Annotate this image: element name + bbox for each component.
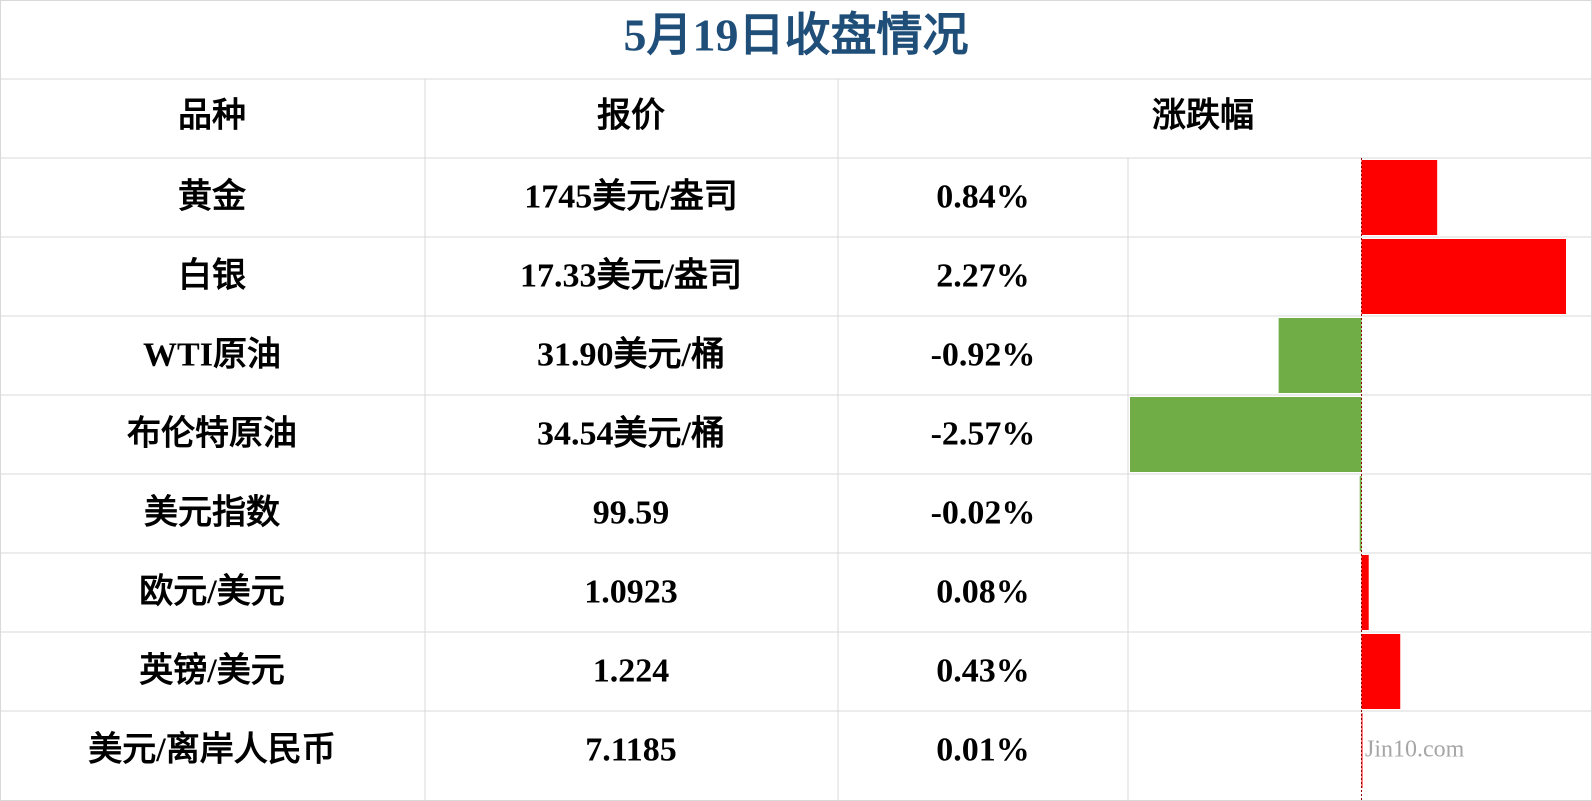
change-label: 0.84% (936, 178, 1030, 215)
price: 34.54美元/桶 (537, 414, 725, 452)
title: 5月19日收盘情况 (624, 10, 969, 61)
change-label: 0.43% (936, 652, 1030, 689)
change-bar (1361, 634, 1401, 709)
column-header: 报价 (597, 96, 665, 134)
change-label: -0.02% (931, 494, 1036, 531)
price: 99.59 (593, 494, 670, 531)
price: 31.90美元/桶 (537, 335, 725, 373)
price: 1.0923 (584, 573, 678, 610)
item-name: 美元指数 (144, 493, 280, 531)
change-bar (1130, 397, 1362, 472)
change-label: -0.92% (931, 336, 1036, 373)
column-header: 品种 (178, 96, 246, 134)
change-bar (1359, 476, 1362, 551)
change-label: 0.08% (936, 573, 1030, 610)
change-label: 0.01% (936, 731, 1030, 768)
item-name: 英镑/美元 (139, 651, 284, 689)
item-name: 黄金 (178, 176, 247, 215)
item-name: 欧元/美元 (139, 572, 284, 610)
change-label: -2.57% (931, 415, 1036, 452)
item-name: 白银 (178, 256, 246, 294)
price: 1745美元/盎司 (524, 177, 737, 215)
watermark: Jin10.com (1365, 737, 1465, 763)
change-bar (1361, 160, 1438, 235)
price: 7.1185 (585, 731, 677, 768)
price: 17.33美元/盎司 (520, 256, 742, 294)
column-header: 涨跌幅 (1152, 96, 1254, 134)
item-name: 美元/离岸人民币 (88, 729, 335, 768)
change-bar (1361, 555, 1369, 630)
change-label: 2.27% (936, 257, 1030, 294)
change-bar (1278, 318, 1362, 393)
price: 1.224 (593, 652, 670, 689)
item-name: 布伦特原油 (127, 414, 297, 452)
item-name: WTI原油 (143, 335, 281, 373)
change-bar (1361, 239, 1566, 314)
